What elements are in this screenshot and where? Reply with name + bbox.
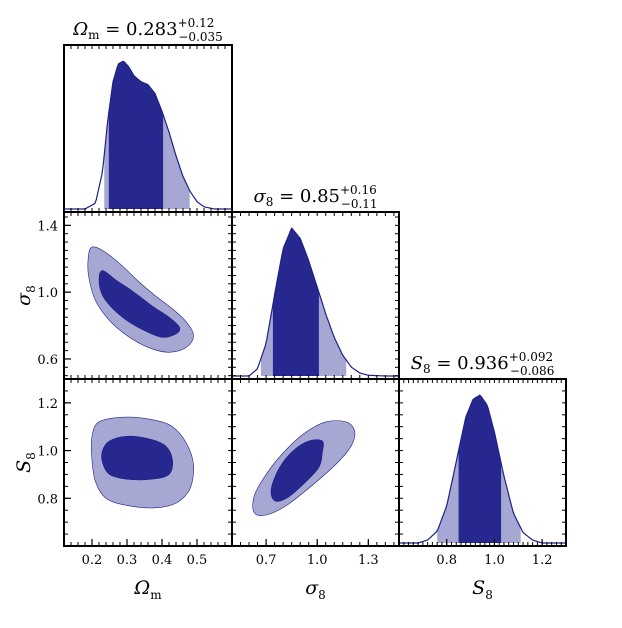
y-tick-label: 0.6 [37, 353, 58, 368]
axis-subscript: 8 [485, 588, 493, 602]
x-axis-s_8: 0.8 1.0 1.2 S8 [436, 539, 552, 602]
x-axis-label-s_8: S8 [472, 577, 493, 602]
x-tick-label: 0.7 [256, 553, 277, 568]
x-tick-label: 0.4 [152, 553, 173, 568]
x-tick-label: 0.8 [436, 553, 457, 568]
title-minus: −0.086 [510, 364, 554, 378]
axis-subscript: 8 [24, 452, 38, 460]
title-value: = 0.283 [100, 19, 178, 40]
title-plus: +0.12 [178, 16, 215, 30]
axis-symbol: σ [305, 577, 319, 599]
ticks-x-panel [403, 379, 562, 546]
y-tick-label: 1.4 [37, 219, 58, 234]
ticks-y-panel [232, 216, 399, 377]
axis-subscript: 8 [318, 588, 326, 602]
y-axis-sigma_8: 0.6 1.0 1.4 σ8 [13, 219, 71, 368]
x-axis-omega_m: 0.2 0.3 0.4 0.5 Ωm [82, 539, 208, 602]
y-tick-label: 1.2 [37, 397, 58, 412]
ticks-x-panel [70, 45, 226, 212]
axis-subscript: 8 [24, 285, 38, 293]
y-axis-label-s_8: S8 [13, 452, 38, 473]
contour-panel-s8_vs_omegam [63, 378, 233, 547]
marginal-title-omega_m: Ωm = 0.283+0.12 −0.035 [72, 16, 223, 44]
marginal-title-s_8: S8 = 0.936+0.092 −0.086 [411, 350, 555, 378]
x-axis-sigma_8: 0.7 1.0 1.3 σ8 [256, 539, 379, 602]
x-tick-label: 1.2 [532, 553, 553, 568]
marginal-panel-sigma_8: σ8 = 0.85+0.16 −0.11 [231, 183, 400, 380]
y-tick-label: 1.0 [37, 445, 58, 460]
marginal-title-sigma_8: σ8 = 0.85+0.16 −0.11 [253, 183, 377, 211]
contour-inner-1sigma [101, 435, 173, 481]
ticks-y-panel [232, 390, 399, 535]
marginal-density-line [64, 60, 232, 210]
ticks-x-panel [70, 212, 226, 379]
y-tick-label: 1.0 [37, 286, 58, 301]
contour-inner-1sigma [98, 270, 181, 338]
contour-panel-sigma8_vs_omegam [63, 211, 233, 380]
axis-symbol: S [13, 460, 35, 473]
marginal-density-line [232, 227, 399, 377]
axis-symbol: Ω [133, 577, 150, 599]
ticks-x-panel [240, 212, 395, 379]
x-tick-label: 0.3 [117, 553, 138, 568]
title-subscript: m [88, 28, 100, 42]
x-tick-label: 0.5 [187, 553, 208, 568]
x-axis-label-omega_m: Ωm [133, 577, 162, 602]
x-axis-label-sigma_8: σ8 [305, 577, 326, 602]
axis-symbol: σ [13, 292, 35, 306]
x-tick-label: 1.3 [358, 553, 379, 568]
x-tick-label: 1.0 [484, 553, 505, 568]
ticks-x-panel [70, 379, 226, 546]
marginal-inner-band [458, 395, 502, 543]
contour-inner-1sigma [270, 439, 324, 502]
marginal-panel-s_8: S8 = 0.936+0.092 −0.086 [398, 350, 567, 547]
ticks-y-panel [399, 390, 566, 535]
title-plus: +0.092 [509, 350, 553, 364]
title-plus: +0.16 [340, 183, 377, 197]
title-value: = 0.85 [273, 186, 340, 207]
title-symbol: Ω [72, 19, 88, 40]
title-value: = 0.936 [431, 353, 509, 374]
marginal-inner-band [108, 61, 164, 210]
y-axis-label-sigma_8: σ8 [13, 285, 38, 306]
title-subscript: 8 [266, 195, 274, 209]
axis-subscript: m [150, 588, 162, 602]
x-tick-label: 1.0 [307, 553, 328, 568]
title-symbol: σ [253, 186, 266, 207]
axis-symbol: S [472, 577, 485, 599]
title-minus: −0.035 [178, 30, 222, 44]
y-tick-label: 0.8 [37, 492, 58, 507]
marginal-inner-band [272, 228, 319, 376]
contour-panel-s8_vs_sigma8 [231, 378, 400, 547]
y-axis-s_8: 0.8 1.0 1.2 S8 [13, 397, 71, 507]
title-minus: −0.11 [341, 197, 378, 211]
x-tick-label: 0.2 [82, 553, 103, 568]
title-subscript: 8 [423, 362, 431, 376]
marginal-density-line [399, 394, 566, 544]
title-symbol: S [411, 353, 423, 374]
